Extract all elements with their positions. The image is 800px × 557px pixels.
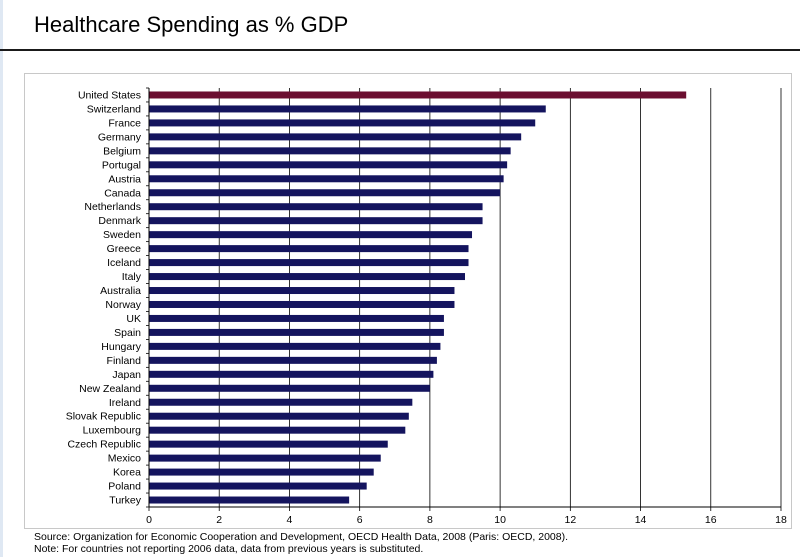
category-label: Ireland bbox=[109, 397, 141, 409]
x-tick-label: 10 bbox=[494, 514, 506, 526]
category-label: Turkey bbox=[109, 495, 141, 507]
bar bbox=[149, 287, 455, 295]
bar bbox=[149, 328, 444, 336]
bar bbox=[149, 119, 536, 127]
bar bbox=[149, 203, 483, 211]
bar bbox=[149, 147, 511, 155]
bar bbox=[149, 342, 441, 350]
category-label: Belgium bbox=[103, 145, 141, 157]
bar bbox=[149, 133, 522, 141]
bar bbox=[149, 482, 367, 490]
bar bbox=[149, 245, 469, 253]
category-label: Italy bbox=[122, 271, 142, 283]
bar bbox=[149, 91, 687, 99]
x-tick-label: 0 bbox=[146, 514, 152, 526]
bar bbox=[149, 384, 430, 392]
bar bbox=[149, 412, 409, 420]
category-label: United States bbox=[78, 89, 141, 101]
bar bbox=[149, 273, 465, 281]
bar bbox=[149, 496, 350, 504]
category-label: Switzerland bbox=[87, 103, 141, 115]
left-border-stripe bbox=[0, 0, 3, 557]
bar bbox=[149, 189, 501, 197]
category-label: Spain bbox=[114, 327, 141, 339]
category-label: UK bbox=[126, 313, 141, 325]
x-tick-label: 8 bbox=[427, 514, 433, 526]
x-tick-label: 6 bbox=[357, 514, 363, 526]
title-underline bbox=[0, 49, 800, 51]
page-title: Healthcare Spending as % GDP bbox=[34, 12, 349, 37]
bar bbox=[149, 426, 406, 434]
bar bbox=[149, 105, 546, 113]
x-tick-label: 16 bbox=[705, 514, 717, 526]
bar bbox=[149, 259, 469, 267]
bar bbox=[149, 398, 413, 406]
category-label: Norway bbox=[105, 299, 141, 311]
bar bbox=[149, 217, 483, 225]
x-tick-label: 14 bbox=[635, 514, 647, 526]
category-label: Austria bbox=[108, 173, 141, 185]
bar bbox=[149, 370, 434, 378]
category-labels: United States Switzerland France Germany Bel… bbox=[66, 89, 142, 506]
category-label: Greece bbox=[107, 243, 142, 255]
bar bbox=[149, 356, 437, 364]
category-label: Canada bbox=[104, 187, 141, 199]
bar bbox=[149, 314, 444, 322]
bar bbox=[149, 300, 455, 308]
category-label: Portugal bbox=[102, 159, 141, 171]
category-label: Australia bbox=[100, 285, 141, 297]
category-label: Czech Republic bbox=[67, 439, 141, 451]
category-label: Slovak Republic bbox=[66, 411, 141, 423]
category-label: Germany bbox=[98, 131, 142, 143]
bars bbox=[149, 91, 687, 504]
category-label: France bbox=[108, 117, 141, 129]
category-label: Netherlands bbox=[84, 201, 141, 213]
bar bbox=[149, 454, 381, 462]
bar bbox=[149, 175, 504, 183]
category-label: Denmark bbox=[98, 215, 141, 227]
source-note: Source: Organization for Economic Cooper… bbox=[34, 531, 569, 543]
x-tick-label: 4 bbox=[287, 514, 293, 526]
category-label: Mexico bbox=[108, 453, 141, 465]
x-tick-label: 2 bbox=[216, 514, 222, 526]
chart-notes: Source: Organization for Economic Cooper… bbox=[34, 531, 568, 555]
footnote: Note: For countries not reporting 2006 d… bbox=[34, 543, 424, 555]
bar bbox=[149, 231, 473, 239]
category-label: Poland bbox=[108, 481, 141, 493]
category-label: Hungary bbox=[101, 341, 141, 353]
category-label: Iceland bbox=[107, 257, 141, 269]
bar bbox=[149, 468, 374, 476]
category-label: Sweden bbox=[103, 229, 141, 241]
bar bbox=[149, 440, 388, 448]
category-label: New Zealand bbox=[79, 383, 141, 395]
bar bbox=[149, 161, 508, 169]
category-label: Luxembourg bbox=[83, 425, 142, 437]
x-tick-label: 18 bbox=[775, 514, 787, 526]
category-label: Japan bbox=[112, 369, 141, 381]
category-label: Korea bbox=[113, 467, 141, 479]
x-tick-label: 12 bbox=[564, 514, 576, 526]
x-axis: 0 2 4 6 8 10 12 14 16 18 bbox=[146, 87, 787, 526]
gridlines bbox=[218, 88, 782, 507]
category-label: Finland bbox=[107, 355, 142, 367]
